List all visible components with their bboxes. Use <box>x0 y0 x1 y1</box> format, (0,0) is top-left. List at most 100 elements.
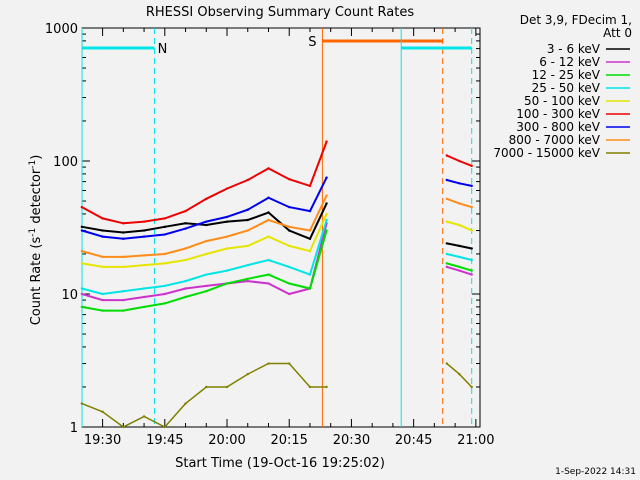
data-point <box>101 298 104 302</box>
data-point <box>205 239 208 243</box>
data-point <box>225 220 229 223</box>
data-point <box>184 209 187 213</box>
data-point <box>458 182 461 185</box>
data-point <box>184 227 187 230</box>
data-point <box>163 284 167 288</box>
data-point <box>101 217 104 220</box>
data-point <box>101 229 104 232</box>
data-point <box>325 202 328 205</box>
data-point <box>184 222 187 225</box>
data-point <box>445 252 449 256</box>
data-point <box>470 247 473 250</box>
data-point <box>288 229 291 232</box>
data-point <box>288 177 291 181</box>
data-point <box>163 302 167 305</box>
data-point <box>101 309 104 312</box>
x-tick-label: 20:45 <box>395 433 432 448</box>
data-point <box>205 385 208 389</box>
data-point <box>458 159 461 163</box>
data-point <box>267 258 270 262</box>
data-point <box>205 197 208 200</box>
data-point <box>205 284 208 288</box>
data-point <box>184 287 187 290</box>
data-point <box>325 385 328 389</box>
legend-entry-label: 800 - 7000 keV <box>509 133 601 147</box>
data-point <box>246 244 249 248</box>
data-point <box>246 277 249 281</box>
data-point <box>122 222 125 225</box>
plot-area: 19:30 19:45 20:00 20:15 20:30 20:45 21:00 1 10 10… <box>45 22 495 448</box>
series-line-5-0 <box>81 141 328 225</box>
y-tick-label: 10 <box>61 288 78 303</box>
data-point <box>205 223 208 227</box>
series-line-1-0 <box>81 223 328 302</box>
data-point <box>225 235 229 238</box>
data-point <box>163 252 167 256</box>
x-tick-label: 20:15 <box>270 433 307 448</box>
data-point <box>308 385 312 389</box>
data-point <box>325 176 328 179</box>
data-point <box>288 244 291 248</box>
data-point <box>122 237 125 241</box>
data-point <box>267 282 270 285</box>
y-axis-label: Count Rate (s-1 detector-1) <box>28 155 44 326</box>
data-point <box>163 425 167 429</box>
data-point <box>246 218 249 222</box>
data-point <box>205 220 208 223</box>
data-point <box>325 229 328 232</box>
data-point <box>308 287 312 290</box>
data-point <box>163 225 167 229</box>
data-point <box>246 279 249 283</box>
data-point <box>142 235 146 238</box>
data-point <box>470 385 473 389</box>
data-point <box>267 362 270 365</box>
data-point <box>225 247 229 250</box>
data-point <box>470 273 473 276</box>
data-point <box>122 289 125 293</box>
data-point <box>225 385 229 389</box>
data-point <box>470 184 473 188</box>
data-point <box>308 184 312 188</box>
data-point <box>80 229 84 232</box>
y-tick-label: 1 <box>70 421 78 436</box>
data-point <box>470 164 473 168</box>
legend-entry-label: 25 - 50 keV <box>532 81 601 95</box>
data-point <box>246 229 249 232</box>
data-point <box>325 194 328 197</box>
legend-entry-label: 100 - 300 keV <box>516 107 600 121</box>
data-point <box>288 282 291 285</box>
data-point <box>288 225 291 229</box>
data-point <box>458 244 461 248</box>
data-point <box>163 262 167 265</box>
annotation-label: S <box>308 35 316 50</box>
legend-title-line-1: Det 3,9, FDecim 1, <box>520 13 632 27</box>
data-point <box>458 202 461 205</box>
data-point <box>445 362 449 365</box>
data-point <box>122 255 125 259</box>
data-point <box>101 292 104 296</box>
data-point <box>184 295 187 299</box>
data-point <box>445 178 449 182</box>
data-point <box>101 410 104 414</box>
data-point <box>246 178 249 182</box>
data-point <box>101 235 104 238</box>
x-tick-label: 21:00 <box>457 433 494 448</box>
y-tick-label: 1000 <box>45 22 78 37</box>
x-tick-label: 19:30 <box>84 433 121 448</box>
data-point <box>142 305 146 309</box>
data-point <box>325 140 328 143</box>
data-point <box>445 242 449 245</box>
timestamp: 1-Sep-2022 14:31 <box>555 467 636 477</box>
series-line-8-0 <box>81 362 327 428</box>
data-point <box>122 309 125 312</box>
x-tick-label: 19:45 <box>146 433 183 448</box>
legend-title-line-2: Att 0 <box>603 26 632 40</box>
data-point <box>267 196 270 199</box>
data-point <box>184 279 187 283</box>
data-point <box>288 205 291 209</box>
data-point <box>142 254 146 257</box>
data-point <box>325 212 328 216</box>
data-point <box>142 263 146 267</box>
